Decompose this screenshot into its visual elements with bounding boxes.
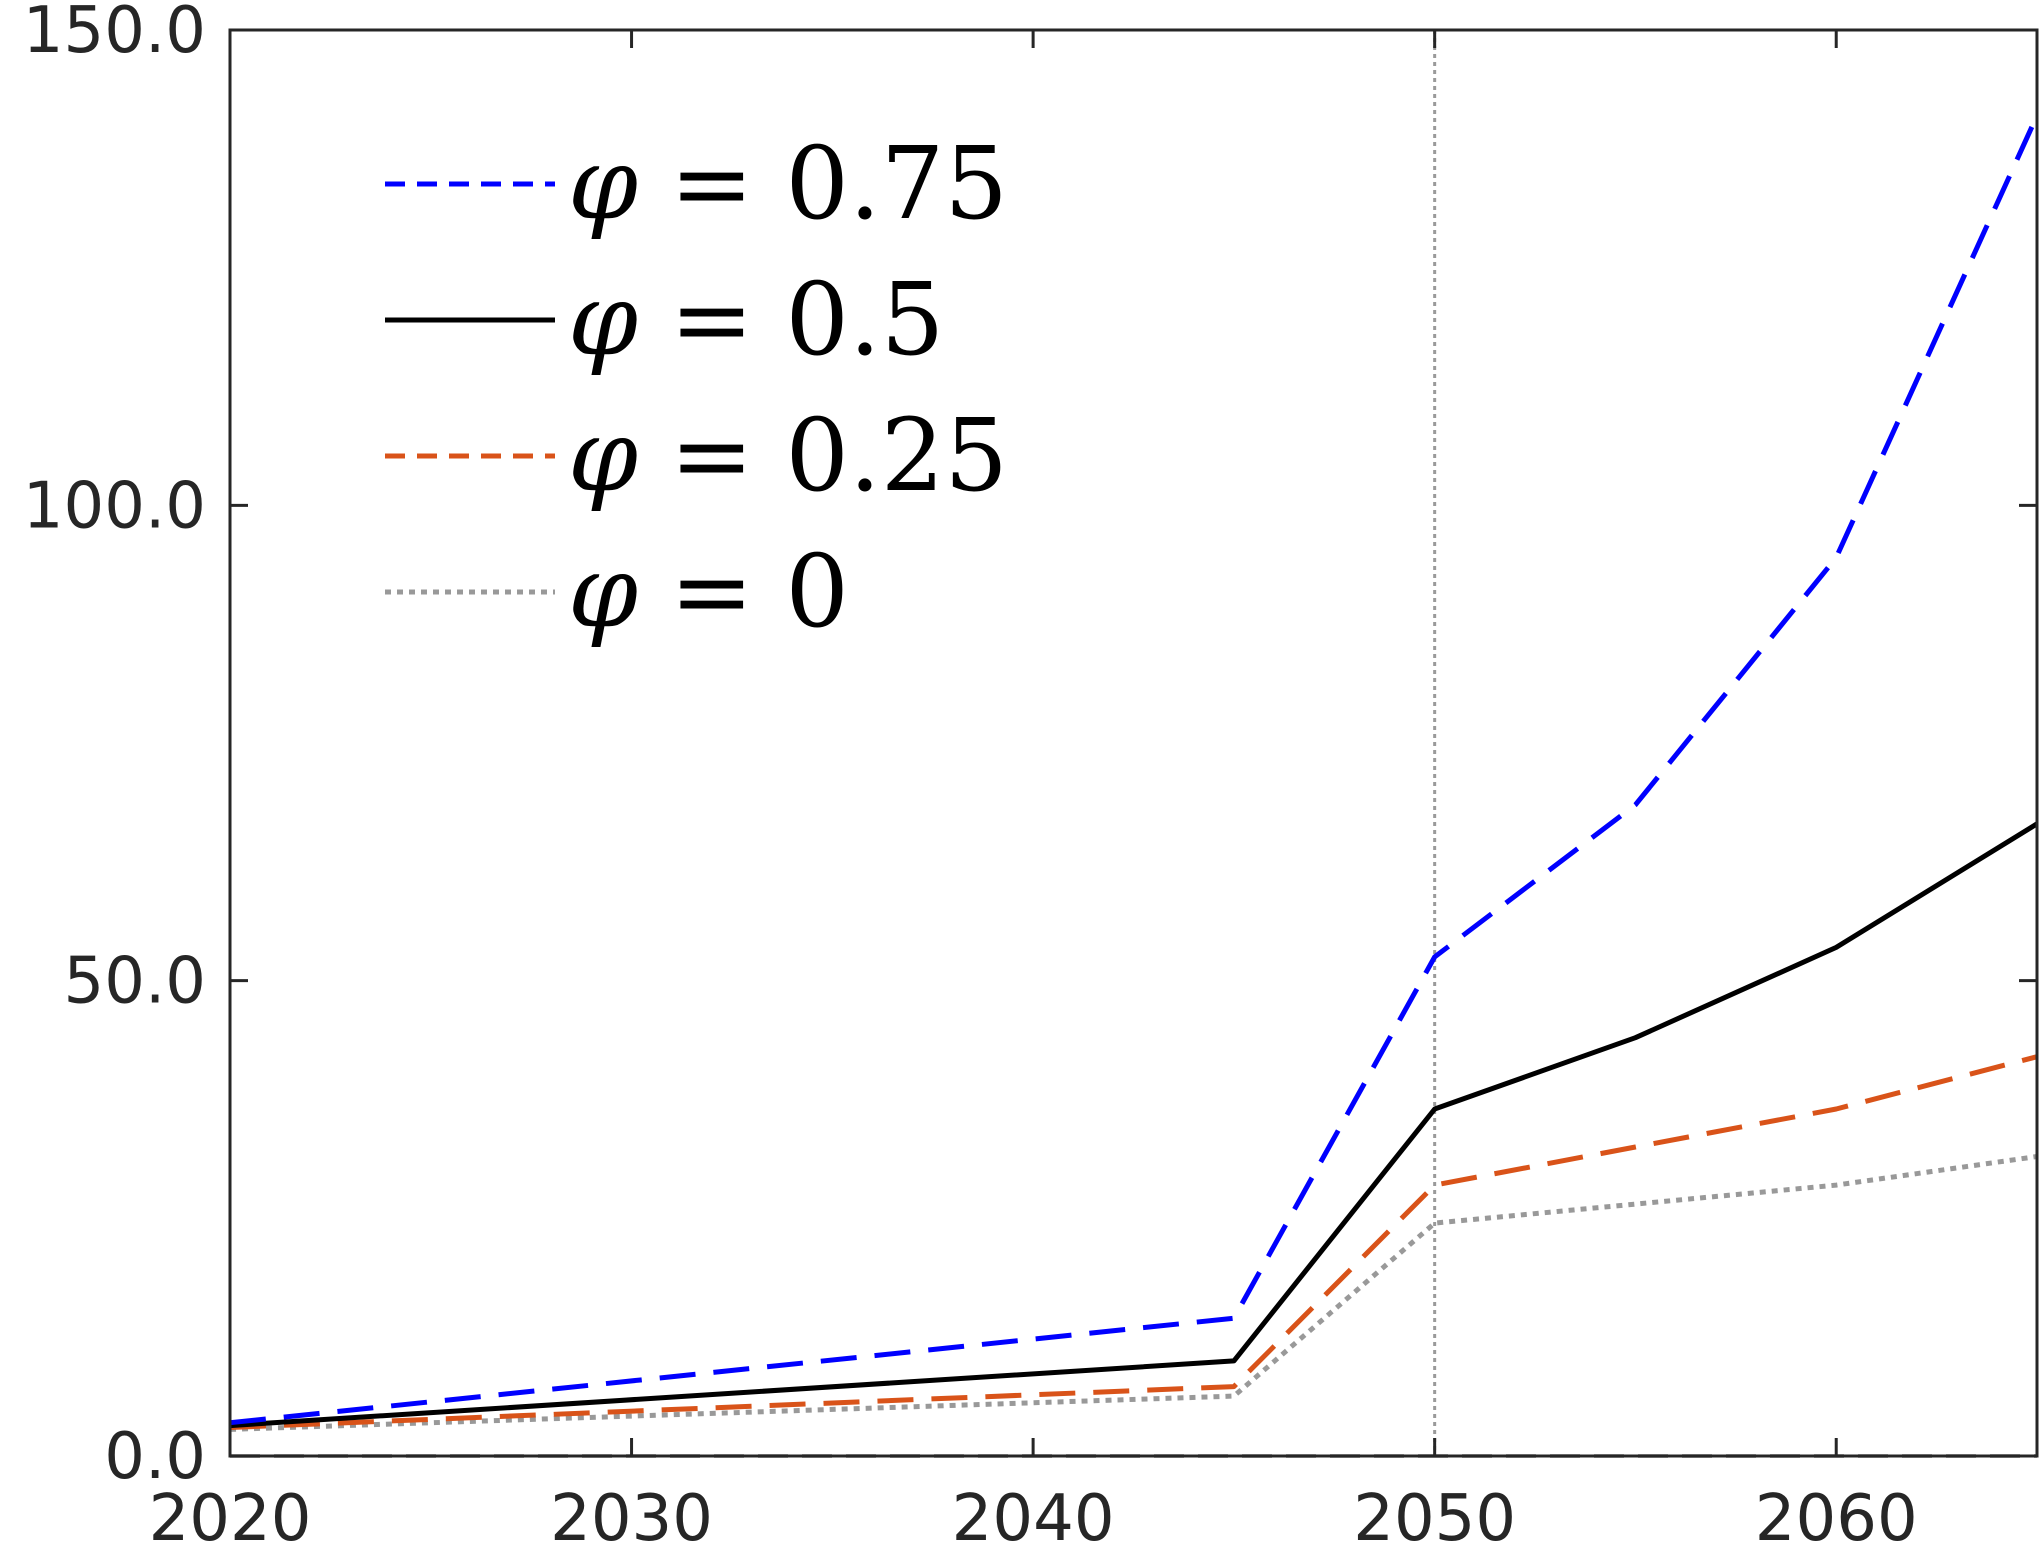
legend-label-0: φ = 0.75	[568, 125, 1008, 242]
y-tick-label-3: 150.0	[23, 0, 206, 68]
legend: φ = 0.75 φ = 0.5 φ = 0.25 φ = 0	[385, 125, 1008, 650]
x-tick-label-3: 2050	[1353, 1482, 1516, 1554]
y-tick-label-2: 100.0	[23, 469, 206, 543]
plot-frame	[228, 28, 2039, 1458]
series-line-0	[229, 114, 2040, 1426]
legend-label-3: φ = 0	[568, 533, 849, 650]
plot-background	[230, 30, 2037, 1456]
series-line-1	[229, 821, 2039, 1429]
legend-label-1: φ = 0.5	[568, 261, 944, 378]
legend-label-2: φ = 0.25	[568, 397, 1008, 514]
x-tick-label-4: 2060	[1755, 1482, 1918, 1554]
x-tick-label-1: 2030	[550, 1482, 713, 1554]
x-tick-label-2: 2040	[952, 1482, 1115, 1554]
y-tick-label-1: 50.0	[64, 945, 207, 1019]
y-tick-label-0: 0.0	[104, 1420, 206, 1494]
series-line-3	[229, 1154, 2038, 1432]
series-line-2	[229, 1054, 2038, 1430]
series-layer	[229, 114, 2040, 1432]
ticks-layer: 2020 2030 2040 2050 2060 0.0 50.0 100.0 150.0	[23, 0, 2037, 1554]
x-tick-label-0: 2020	[149, 1482, 312, 1554]
